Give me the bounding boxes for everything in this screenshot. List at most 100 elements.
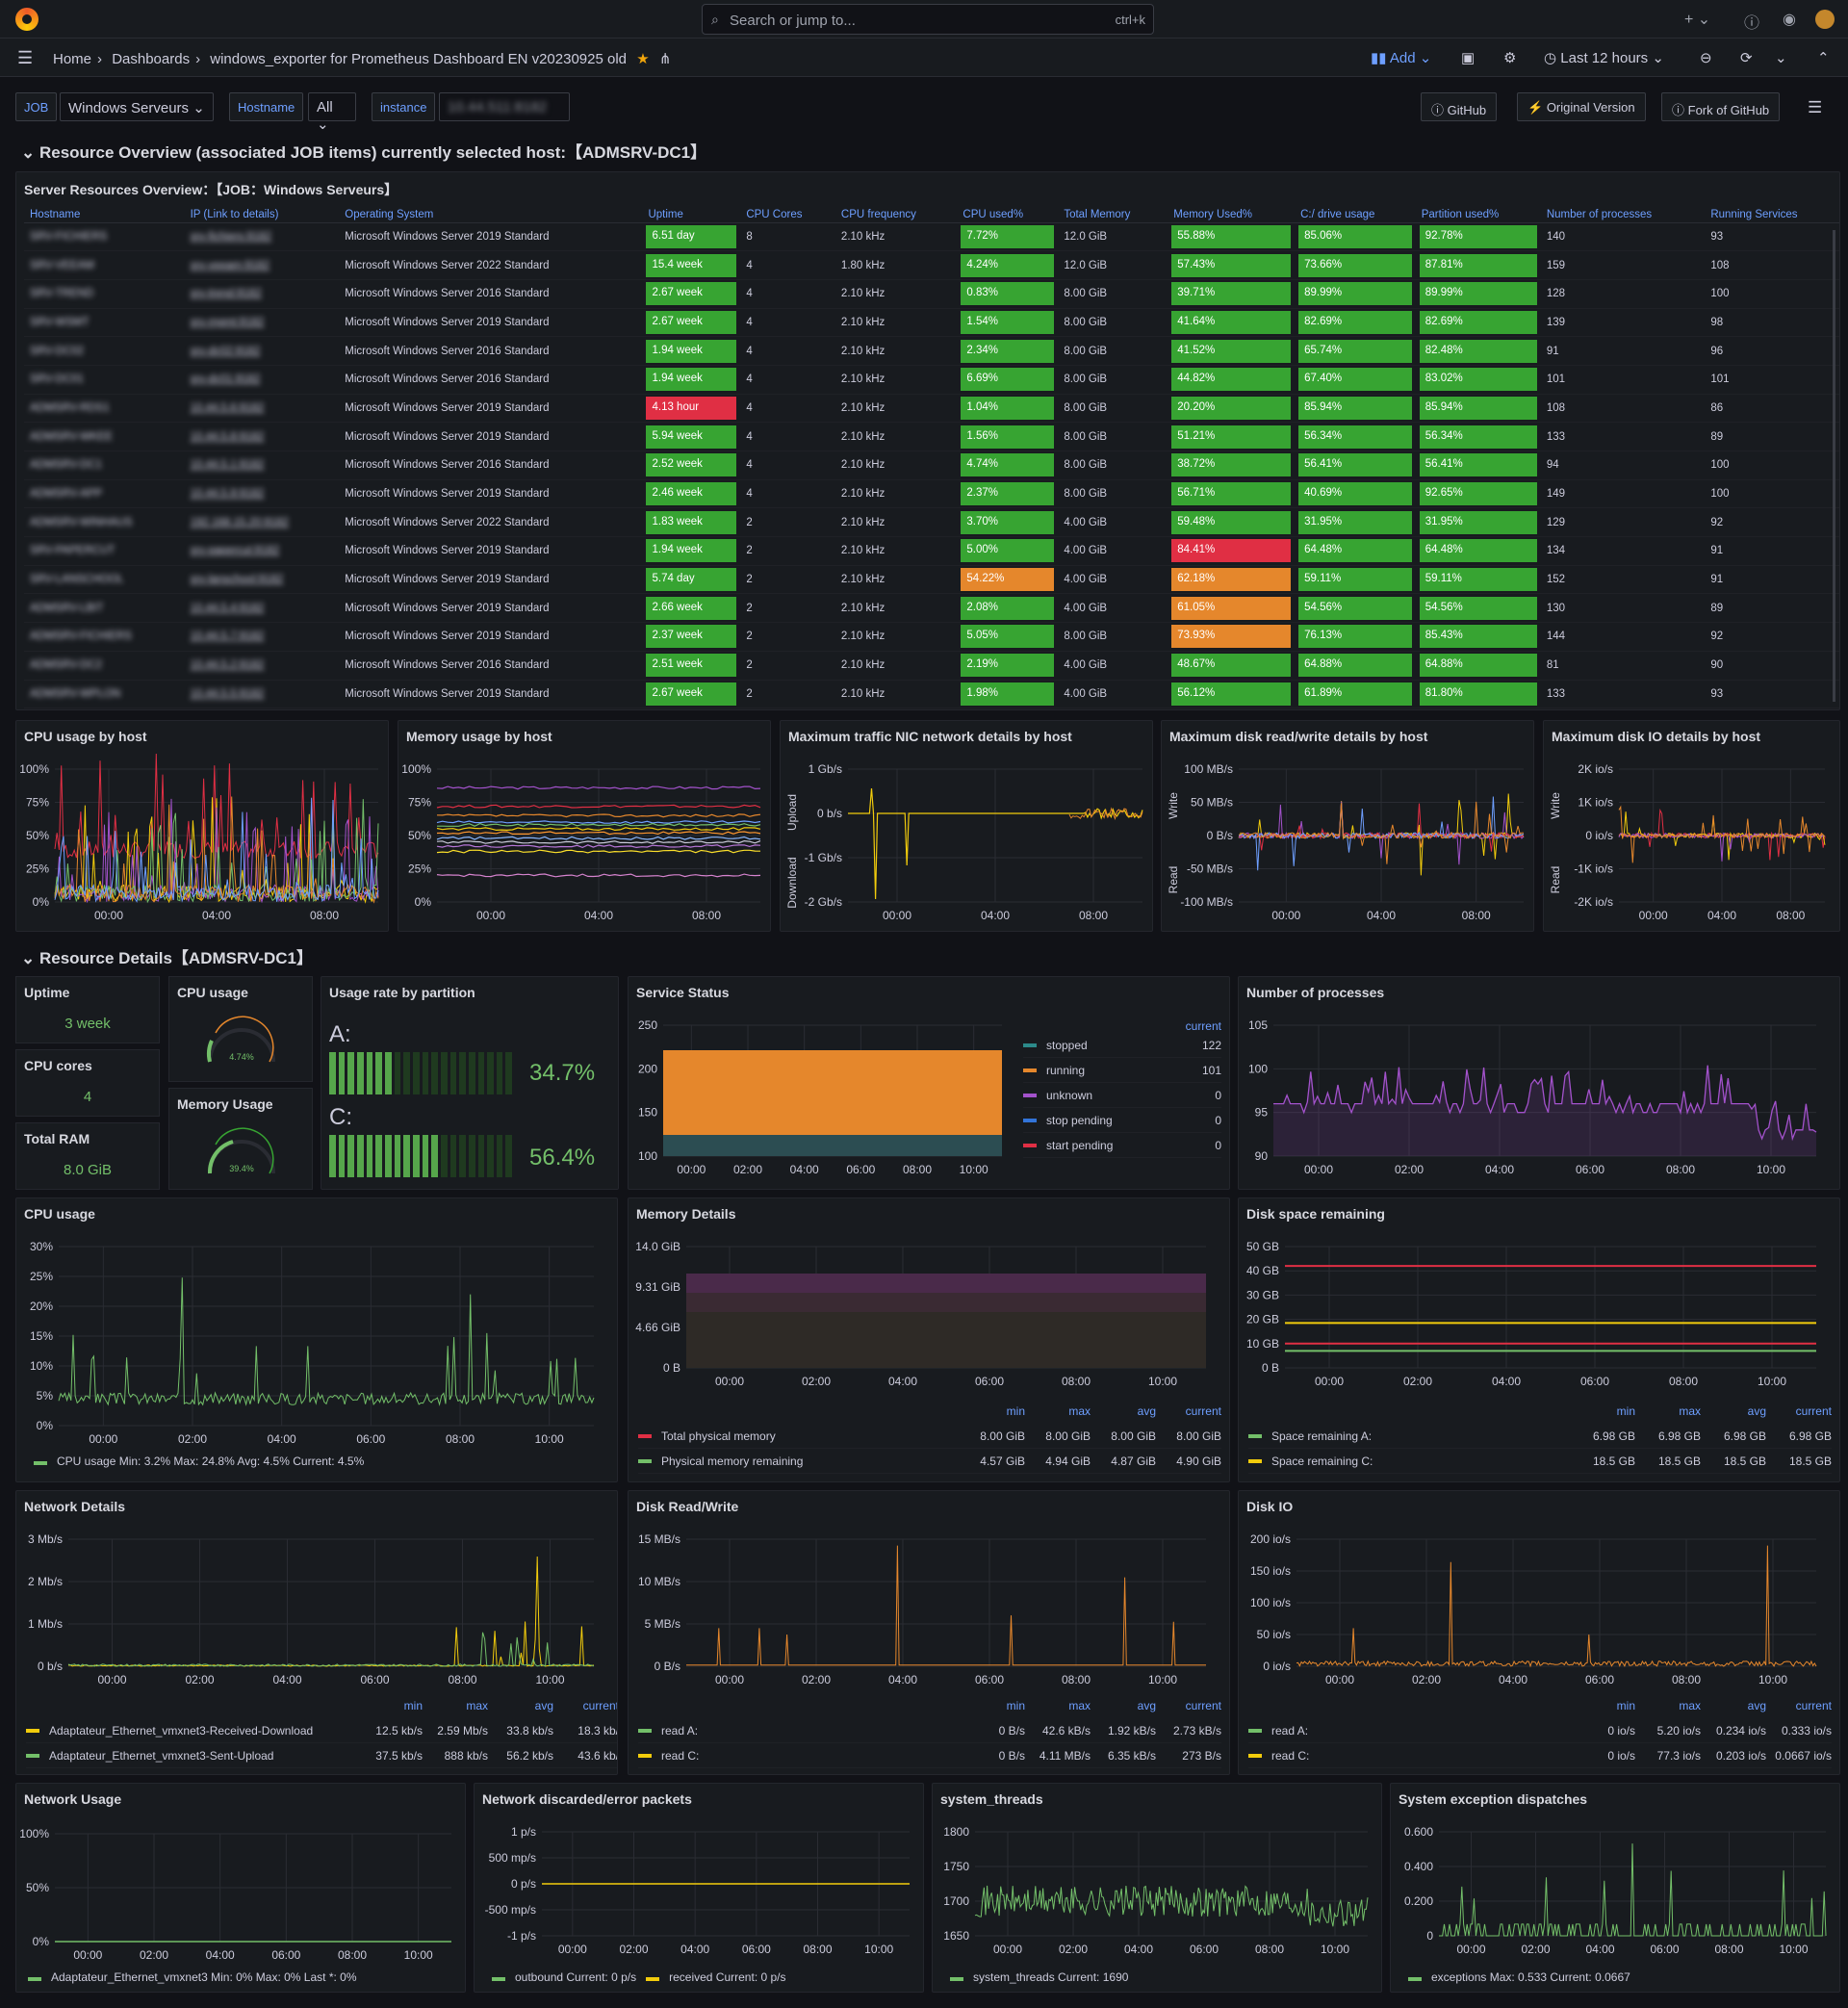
column-header[interactable]: C:/ drive usage bbox=[1295, 207, 1416, 223]
ip-link-cell[interactable]: 10.44.5.9:9182 bbox=[184, 479, 340, 509]
x-tick-label: 06:00 bbox=[846, 1163, 875, 1176]
collapse-icon[interactable]: ⌃ bbox=[1817, 50, 1830, 66]
column-header[interactable]: CPU frequency bbox=[834, 207, 958, 223]
var-instance-select[interactable]: 10.44.511:8182 bbox=[439, 92, 570, 121]
grafana-logo-icon[interactable] bbox=[15, 8, 38, 31]
star-icon[interactable]: ★ bbox=[636, 51, 650, 67]
plus-icon[interactable]: + ⌄ bbox=[1684, 12, 1711, 28]
y-tick-label: 105 bbox=[1248, 1018, 1268, 1032]
legend-item[interactable]: Adaptateur_Ethernet_vmxnet3-Sent-Upload 3… bbox=[26, 1743, 617, 1768]
network-errors-legend[interactable]: outbound Current: 0 p/s received Current… bbox=[492, 1970, 786, 1984]
y-tick-label: 1 Mb/s bbox=[28, 1617, 63, 1631]
ip-link-cell[interactable]: 10.44.5.2:9182 bbox=[184, 651, 340, 681]
row-title-details[interactable]: ⌄ Resource Details【ADMSRV-DC1】 bbox=[21, 949, 314, 967]
legend-item[interactable]: Space remaining C: 18.5 GB 18.5 GB 18.5 GB 1… bbox=[1248, 1449, 1832, 1474]
ip-link-cell[interactable]: srv-mgmt:9182 bbox=[184, 308, 340, 338]
refresh-icon[interactable]: ⟳ bbox=[1740, 50, 1753, 66]
fork-github-link[interactable]: ⓘ Fork of GitHub bbox=[1661, 92, 1781, 121]
table-cell: 4.24% bbox=[957, 250, 1059, 280]
search-input[interactable]: ⌕ Search or jump to... ctrl+k bbox=[702, 4, 1154, 35]
zoom-out-icon[interactable]: ⊖ bbox=[1700, 50, 1712, 66]
panel-title: Disk Read/Write bbox=[636, 1499, 739, 1514]
column-header[interactable]: Operating System bbox=[339, 207, 643, 223]
add-button[interactable]: ▮▮ Add ⌄ bbox=[1371, 50, 1432, 66]
table-cell: Microsoft Windows Server 2016 Standard bbox=[339, 451, 643, 480]
save-icon[interactable]: ▣ bbox=[1461, 50, 1476, 66]
ip-link-cell[interactable]: srv-trend:9182 bbox=[184, 279, 340, 309]
legend-header[interactable]: current bbox=[1185, 1019, 1221, 1033]
legend-item[interactable]: read C: 0 io/s 77.3 io/s 0.203 io/s 0.0667 i… bbox=[1248, 1743, 1832, 1768]
share-icon[interactable]: ⋔ bbox=[658, 51, 672, 67]
legend-item[interactable]: start pending 0 bbox=[1023, 1133, 1221, 1158]
legend-item[interactable]: read C: 0 B/s 4.11 MB/s 6.35 kB/s 273 B/s bbox=[638, 1743, 1221, 1768]
time-picker[interactable]: ◷ Last 12 hours ⌄ bbox=[1544, 50, 1664, 66]
column-header[interactable]: Partition used% bbox=[1415, 207, 1541, 223]
ip-link-cell[interactable]: 10.44.5.7:9182 bbox=[184, 622, 340, 652]
column-header[interactable]: CPU Cores bbox=[740, 207, 835, 223]
x-tick-label: 02:00 bbox=[1521, 1943, 1550, 1956]
mem-host-series bbox=[436, 785, 761, 790]
legend-item[interactable]: read A: 0 B/s 42.6 kB/s 1.92 kB/s 2.73 kB/s bbox=[638, 1718, 1221, 1743]
threads-line bbox=[974, 1885, 1369, 1927]
legend-item[interactable]: Total physical memory 8.00 GiB 8.00 GiB 8.0… bbox=[638, 1424, 1221, 1449]
legend-item[interactable]: stopped 122 bbox=[1023, 1033, 1221, 1058]
ip-link-cell[interactable]: srv-dc02:9182 bbox=[184, 336, 340, 366]
cpu-host-series bbox=[54, 797, 379, 903]
column-header[interactable]: IP (Link to details) bbox=[184, 207, 340, 223]
legend-item[interactable]: unknown 0 bbox=[1023, 1083, 1221, 1108]
row-title-overview[interactable]: ⌄ Resource Overview (associated JOB item… bbox=[21, 143, 707, 162]
ip-link-cell[interactable]: srv-veeam:9182 bbox=[184, 250, 340, 280]
column-header[interactable]: Running Services bbox=[1705, 207, 1839, 223]
table-scrollbar[interactable] bbox=[1833, 230, 1835, 702]
avatar[interactable] bbox=[1815, 10, 1835, 29]
menu-icon[interactable]: ☰ bbox=[17, 48, 34, 67]
ip-link-cell[interactable]: 192.168.15.20:9182 bbox=[184, 507, 340, 538]
column-header[interactable]: CPU used% bbox=[957, 207, 1059, 223]
github-link[interactable]: ⓘ GitHub bbox=[1421, 92, 1498, 121]
disk-rw-legend: min max avg current read A: 0 B/s 42.6 kB/s 1.9… bbox=[638, 1693, 1221, 1768]
ip-link-cell[interactable]: 10.44.5.8:9182 bbox=[184, 422, 340, 451]
legend-item[interactable]: Physical memory remaining 4.57 GiB 4.94 Gi… bbox=[638, 1449, 1221, 1474]
partition-bar-cell bbox=[329, 1052, 336, 1094]
ip-link-cell[interactable]: 10.44.5.6:9182 bbox=[184, 394, 340, 424]
settings-icon[interactable]: ⚙ bbox=[1503, 50, 1517, 66]
table-cell: 61.05% bbox=[1168, 593, 1296, 624]
table-cell: 85.94% bbox=[1295, 394, 1416, 424]
column-header[interactable]: Uptime bbox=[642, 207, 741, 223]
var-hostname-select[interactable]: All ⌄ bbox=[308, 92, 356, 133]
table-cell: 82.69% bbox=[1295, 308, 1416, 338]
threads-legend[interactable]: system_threads Current: 1690 bbox=[950, 1970, 1128, 1984]
refresh-interval-dropdown[interactable]: ⌄ bbox=[1775, 50, 1787, 66]
x-tick-label: 08:00 bbox=[1672, 1673, 1701, 1686]
column-header[interactable]: Number of processes bbox=[1540, 207, 1706, 223]
breadcrumb-home[interactable]: Home bbox=[53, 51, 92, 67]
kebab-menu-icon[interactable]: ☰ bbox=[1808, 98, 1823, 116]
news-icon[interactable]: ◉ bbox=[1783, 12, 1796, 28]
cpu-legend[interactable]: CPU usage Min: 3.2% Max: 24.8% Avg: 4.5%… bbox=[34, 1455, 364, 1468]
original-version-link[interactable]: ⚡ Original Version bbox=[1517, 92, 1646, 121]
ip-link-cell[interactable]: 10.44.5.1:9182 bbox=[184, 451, 340, 480]
network-usage-legend[interactable]: Adaptateur_Ethernet_vmxnet3 Min: 0% Max:… bbox=[28, 1970, 357, 1984]
ip-link-cell[interactable]: srv-lanschool:9182 bbox=[184, 565, 340, 595]
ip-link-cell[interactable]: 10.44.5.5:9182 bbox=[184, 680, 340, 709]
ip-link-cell[interactable]: 10.44.5.4:9182 bbox=[184, 593, 340, 624]
hostname-cell: SRV-LANSCHOOL bbox=[24, 565, 185, 595]
legend-item[interactable]: Adaptateur_Ethernet_vmxnet3-Received-Dow… bbox=[26, 1718, 617, 1743]
legend-item[interactable]: stop pending 0 bbox=[1023, 1108, 1221, 1133]
breadcrumb-dashboards[interactable]: Dashboards bbox=[112, 51, 191, 67]
x-tick-label: 08:00 bbox=[1776, 909, 1805, 922]
ip-link-cell[interactable]: srv-dc01:9182 bbox=[184, 365, 340, 395]
table-row: ADMSRV-WINHAUS 192.168.15.20:9182 Microsof… bbox=[24, 507, 1839, 538]
legend-item[interactable]: running 101 bbox=[1023, 1058, 1221, 1083]
exceptions-legend[interactable]: exceptions Max: 0.533 Current: 0.0667 bbox=[1408, 1970, 1630, 1984]
ip-link-cell[interactable]: srv-papercut:9182 bbox=[184, 536, 340, 566]
var-job-select[interactable]: Windows Serveurs ⌄ bbox=[60, 92, 214, 121]
ip-link-cell[interactable]: srv-fichiers:9182 bbox=[184, 222, 340, 252]
help-icon[interactable]: ⓘ bbox=[1744, 15, 1760, 32]
table-cell: 84.41% bbox=[1168, 536, 1296, 566]
column-header[interactable]: Memory Used% bbox=[1168, 207, 1296, 223]
column-header[interactable]: Hostname bbox=[24, 207, 185, 223]
legend-item[interactable]: Space remaining A: 6.98 GB 6.98 GB 6.98 GB 6… bbox=[1248, 1424, 1832, 1449]
column-header[interactable]: Total Memory bbox=[1058, 207, 1168, 223]
legend-item[interactable]: read A: 0 io/s 5.20 io/s 0.234 io/s 0.333 io… bbox=[1248, 1718, 1832, 1743]
